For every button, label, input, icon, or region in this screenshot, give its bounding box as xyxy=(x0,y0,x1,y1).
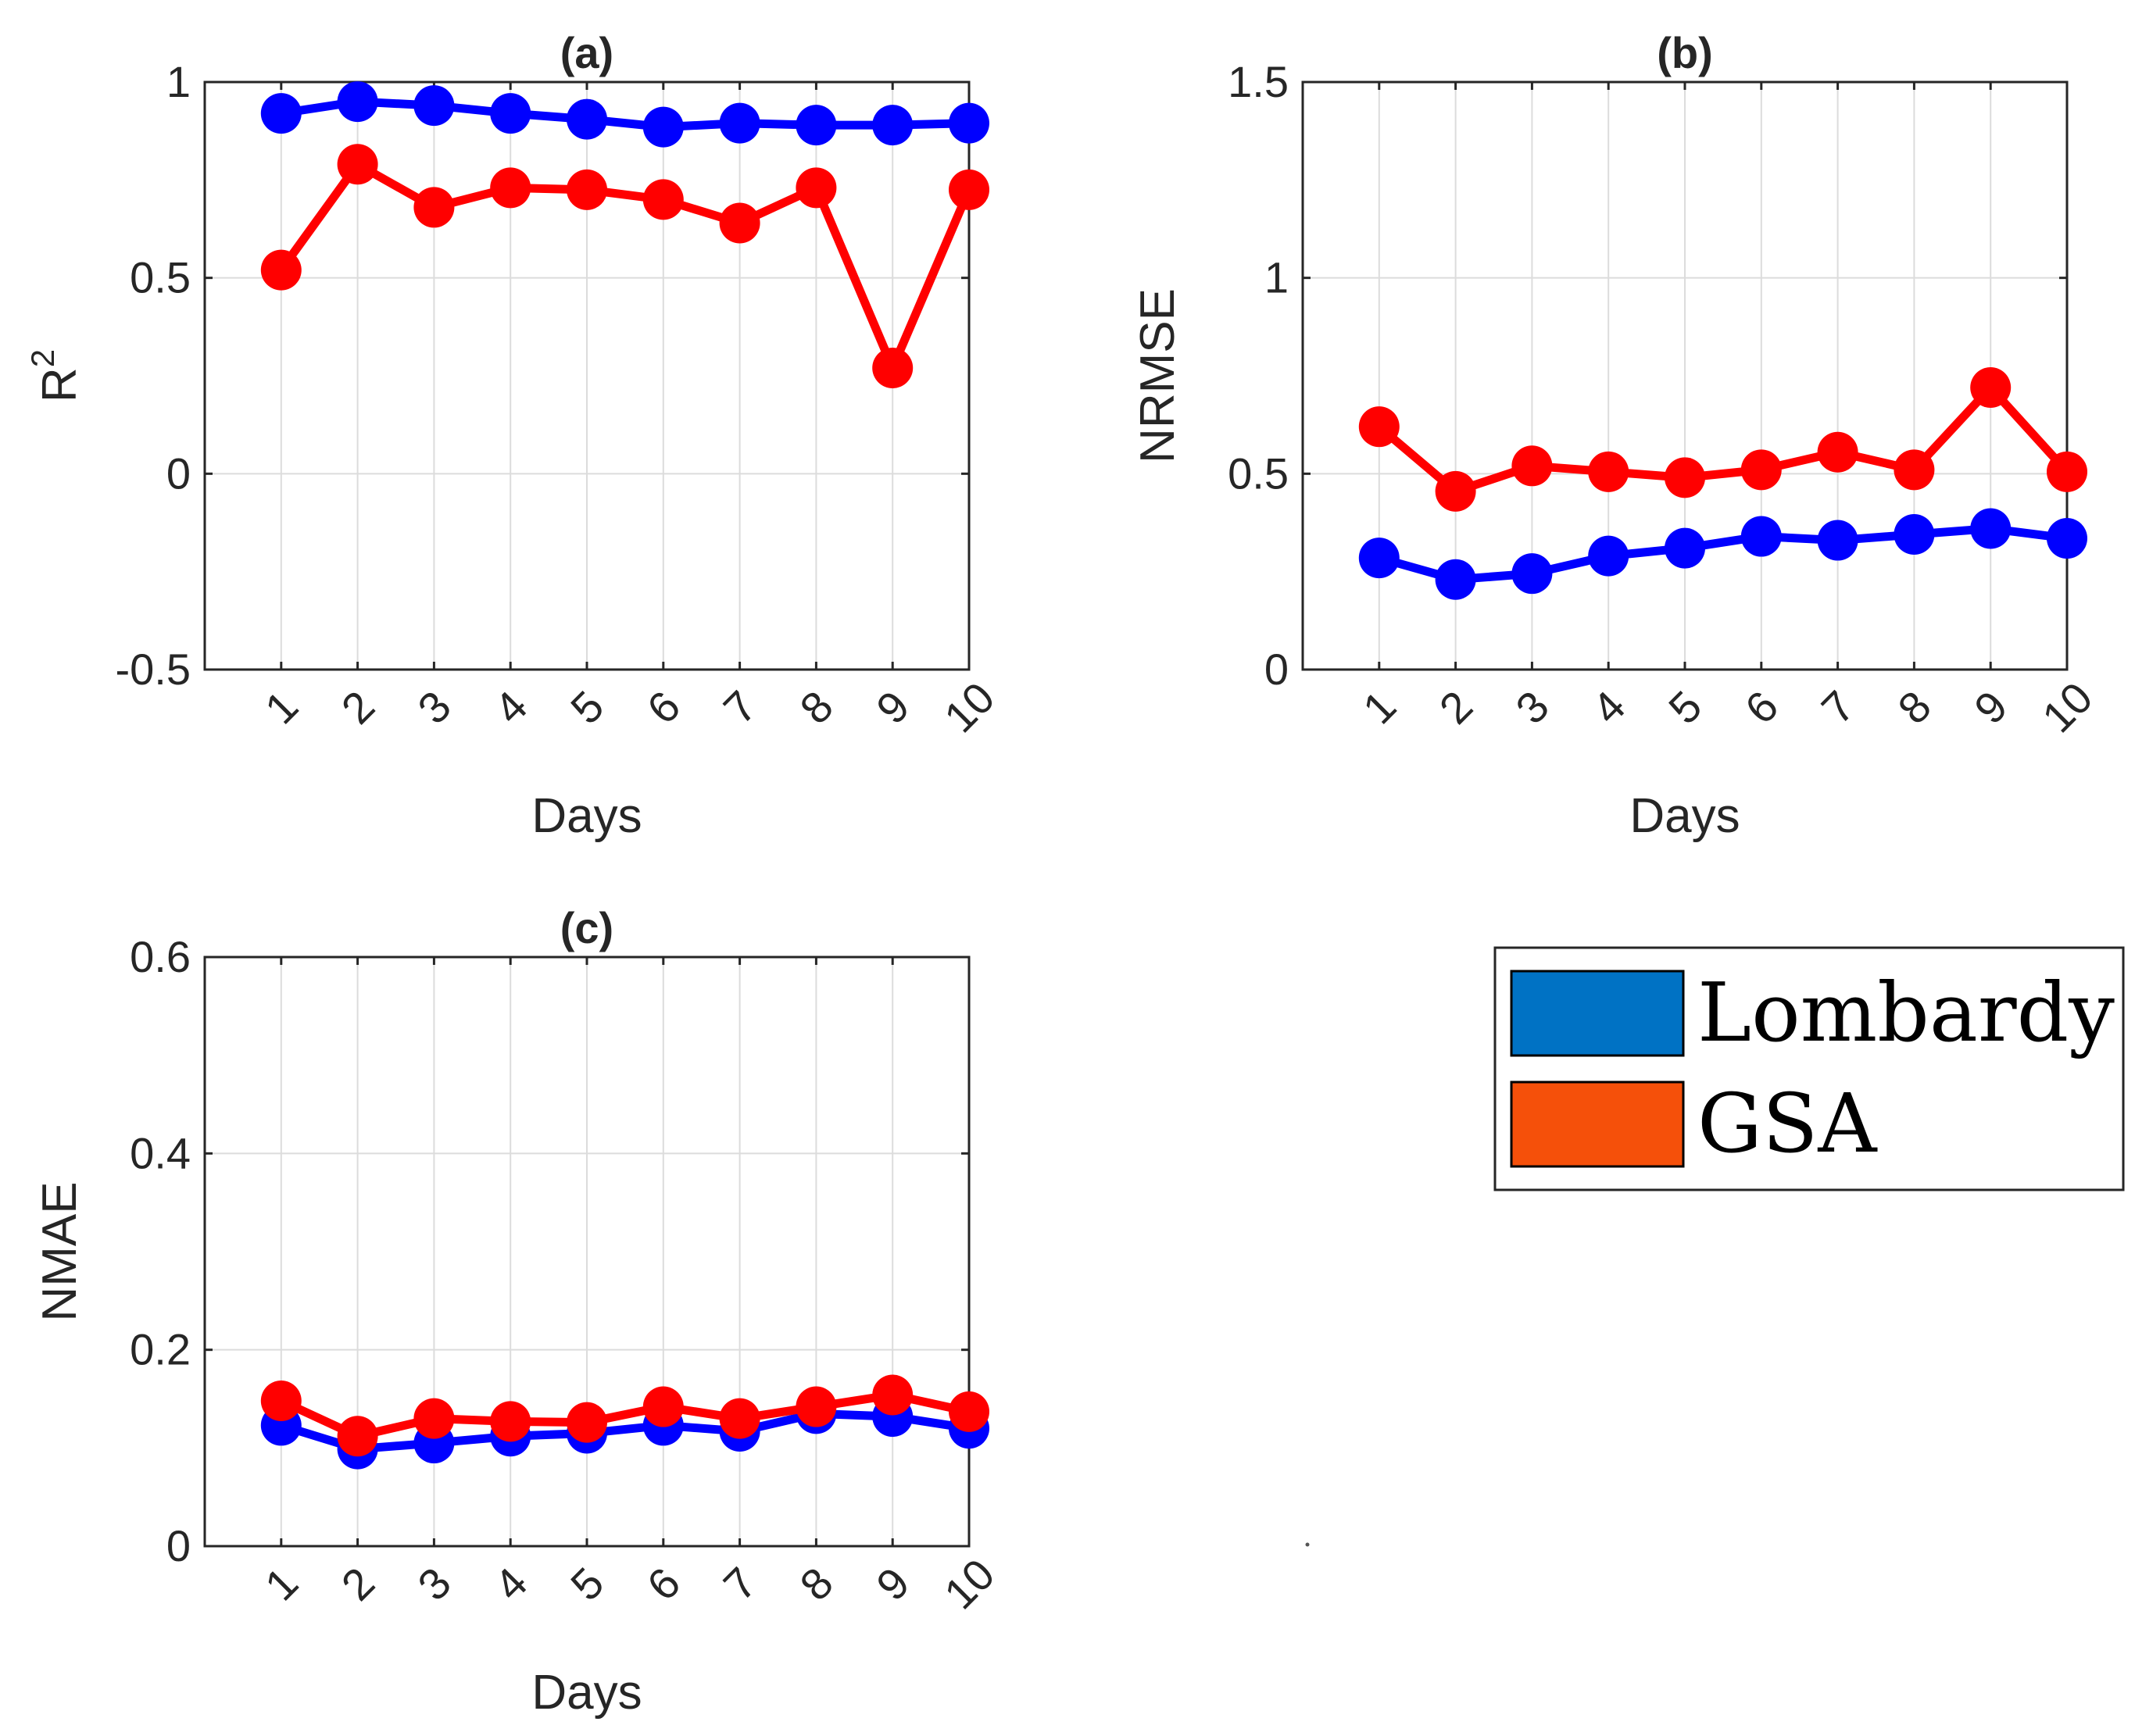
panel-c-y-axis-label: NMAE xyxy=(33,1181,87,1321)
data-point-lombardy xyxy=(872,105,914,146)
panel-b-y-axis-label: NRMSE xyxy=(1131,288,1185,463)
stray-dot xyxy=(1305,1542,1310,1547)
y-tick-label: -0.5 xyxy=(116,645,191,694)
y-tick-label: 1 xyxy=(166,57,191,106)
data-point-lombardy xyxy=(719,102,760,144)
data-point-lombardy xyxy=(1894,514,1935,555)
data-point-lombardy xyxy=(490,93,531,134)
data-point-gsa xyxy=(719,202,760,244)
data-point-gsa xyxy=(260,1381,302,1422)
data-point-lombardy xyxy=(567,98,607,140)
panel-b-title: (b) xyxy=(1657,28,1713,77)
panel-c-title: (c) xyxy=(560,903,613,952)
panel-b-nrmse: 00.511.51 2 3 4 5 6 7 8 9 10 (b) Days NRMSE xyxy=(1131,28,2102,843)
data-point-gsa xyxy=(413,187,455,228)
data-point-gsa xyxy=(1511,445,1553,487)
data-point-gsa xyxy=(260,249,302,291)
data-point-lombardy xyxy=(337,81,378,123)
legend: Lombardy GSA xyxy=(1493,946,2125,1191)
data-point-gsa xyxy=(337,1416,378,1457)
series-gsa xyxy=(260,144,989,388)
y-tick-label: 0.6 xyxy=(130,932,191,981)
legend-swatch-lombardy xyxy=(1510,970,1685,1057)
data-point-gsa xyxy=(490,1401,531,1442)
y-tick-label: 0 xyxy=(166,448,191,498)
data-point-gsa xyxy=(1588,451,1629,492)
panel-b-series xyxy=(1358,367,2087,600)
series-lombardy xyxy=(260,81,989,148)
panel-c-series xyxy=(260,1374,989,1470)
y-tick-label: 1 xyxy=(1264,253,1289,302)
series-line-gsa xyxy=(277,159,974,373)
data-point-gsa xyxy=(1970,367,2012,409)
y-tick-label: 0.5 xyxy=(1228,448,1289,498)
y-tick-label: 0.4 xyxy=(130,1128,191,1177)
series-gsa xyxy=(1358,367,2087,512)
panel-b-x-axis-label: Days xyxy=(1629,789,1740,843)
y-tick-label: 0 xyxy=(1264,645,1289,694)
data-point-gsa xyxy=(1435,470,1476,512)
legend-label-lombardy: Lombardy xyxy=(1697,965,2115,1060)
data-point-gsa xyxy=(1740,449,1782,491)
series-gsa xyxy=(260,1374,989,1457)
data-point-lombardy xyxy=(2047,518,2087,559)
y-tick-label: 0.5 xyxy=(130,253,191,302)
data-point-gsa xyxy=(1817,431,1858,473)
data-point-lombardy xyxy=(796,105,837,146)
panel-a-r-squared: -0.500.511 2 3 4 5 6 7 8 9 10 (a) Days R2 xyxy=(24,28,1004,843)
data-point-lombardy xyxy=(1358,538,1400,579)
data-point-gsa xyxy=(796,167,837,209)
series-line-lombardy xyxy=(277,1409,974,1454)
data-point-gsa xyxy=(796,1386,837,1427)
data-point-gsa xyxy=(567,1402,607,1443)
data-point-lombardy xyxy=(1665,527,1705,569)
data-point-lombardy xyxy=(1511,553,1553,595)
data-point-gsa xyxy=(1665,457,1705,498)
data-point-gsa xyxy=(490,167,531,209)
legend-swatch-gsa xyxy=(1510,1081,1685,1168)
data-point-gsa xyxy=(337,144,378,185)
series-lombardy xyxy=(1358,508,2087,600)
data-point-lombardy xyxy=(1435,559,1476,600)
data-point-gsa xyxy=(2047,451,2087,492)
panel-c-x-axis-label: Days xyxy=(531,1666,642,1720)
series-line-gsa xyxy=(277,1390,974,1441)
data-point-gsa xyxy=(1358,406,1400,448)
y-tick-label: 1.5 xyxy=(1228,57,1289,106)
data-point-gsa xyxy=(642,1386,684,1427)
y-tick-label: 0 xyxy=(166,1521,191,1570)
data-point-gsa xyxy=(413,1398,455,1439)
data-point-lombardy xyxy=(413,85,455,127)
panel-a-y-axis-label-superscript: 2 xyxy=(24,349,61,367)
panel-c-nmae: 00.20.40.61 2 3 4 5 6 7 8 9 10 (c) Days NMAE xyxy=(33,903,1004,1720)
series-line-gsa xyxy=(1375,383,2072,496)
panel-a-title: (a) xyxy=(560,28,613,77)
panel-a-y-axis-label: R2 xyxy=(24,349,87,402)
y-tick-label: 0.2 xyxy=(130,1325,191,1374)
data-point-gsa xyxy=(567,169,607,210)
data-point-gsa xyxy=(949,169,989,210)
data-point-lombardy xyxy=(1740,516,1782,557)
legend-label-gsa: GSA xyxy=(1697,1076,1878,1171)
data-point-lombardy xyxy=(642,106,684,148)
series-line-lombardy xyxy=(277,97,974,132)
data-point-gsa xyxy=(719,1398,760,1439)
data-point-gsa xyxy=(642,179,684,220)
data-point-gsa xyxy=(872,1374,914,1416)
data-point-gsa xyxy=(949,1391,989,1432)
series-line-lombardy xyxy=(1375,524,2072,584)
data-point-lombardy xyxy=(1817,520,1858,561)
data-point-lombardy xyxy=(949,102,989,144)
data-point-lombardy xyxy=(1970,508,2012,549)
data-point-lombardy xyxy=(1588,535,1629,577)
panel-a-series xyxy=(260,81,989,388)
data-point-lombardy xyxy=(260,93,302,134)
panel-a-y-axis-label-base: R xyxy=(33,367,87,402)
panel-a-x-axis-label: Days xyxy=(531,789,642,843)
data-point-gsa xyxy=(1894,449,1935,491)
data-point-gsa xyxy=(872,347,914,388)
